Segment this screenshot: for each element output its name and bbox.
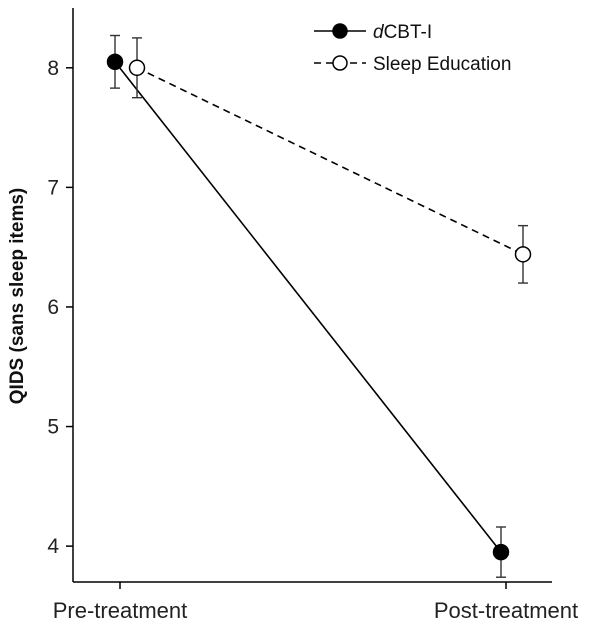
y-tick-label-7: 7 — [47, 176, 59, 199]
x-ticks: Pre-treatment Post-treatment — [53, 582, 578, 623]
data-point-dcbt-i-pre-treatment — [106, 53, 124, 71]
x-tick-label-pre-treatment: Pre-treatment — [53, 598, 188, 623]
series-line-dcbt-i — [114, 61, 502, 553]
y-tick-label-5: 5 — [47, 416, 59, 439]
data-point-dcbt-i-post-treatment — [492, 543, 510, 561]
y-tick-label-4: 4 — [47, 535, 59, 558]
x-tick-label-post-treatment: Post-treatment — [434, 598, 578, 623]
y-ticks: 4 5 6 7 8 — [47, 57, 73, 558]
legend-item-dcbt-i: dCBT-I — [314, 22, 432, 43]
y-axis-title: QIDS (sans sleep items) — [7, 188, 28, 404]
legend-marker-sleep-education — [332, 55, 348, 71]
series-line-sleep-education — [136, 67, 524, 256]
legend-label-sleep-education: Sleep Education — [373, 54, 511, 75]
legend: dCBT-I Sleep Education — [314, 22, 511, 75]
series-layer — [106, 34, 532, 578]
data-point-sleep-education-post-treatment — [514, 246, 532, 263]
legend-label-dcbt-i-rest: CBT-I — [384, 22, 433, 43]
y-tick-label-6: 6 — [47, 296, 59, 319]
legend-label-dcbt-i: dCBT-I — [373, 22, 432, 43]
data-point-sleep-education-pre-treatment — [128, 59, 146, 77]
legend-item-sleep-education: Sleep Education — [314, 54, 511, 75]
y-tick-label-8: 8 — [47, 57, 59, 80]
axes — [72, 8, 552, 583]
legend-label-dcbt-i-prefix: d — [373, 22, 385, 43]
legend-marker-dcbt-i — [332, 23, 348, 39]
